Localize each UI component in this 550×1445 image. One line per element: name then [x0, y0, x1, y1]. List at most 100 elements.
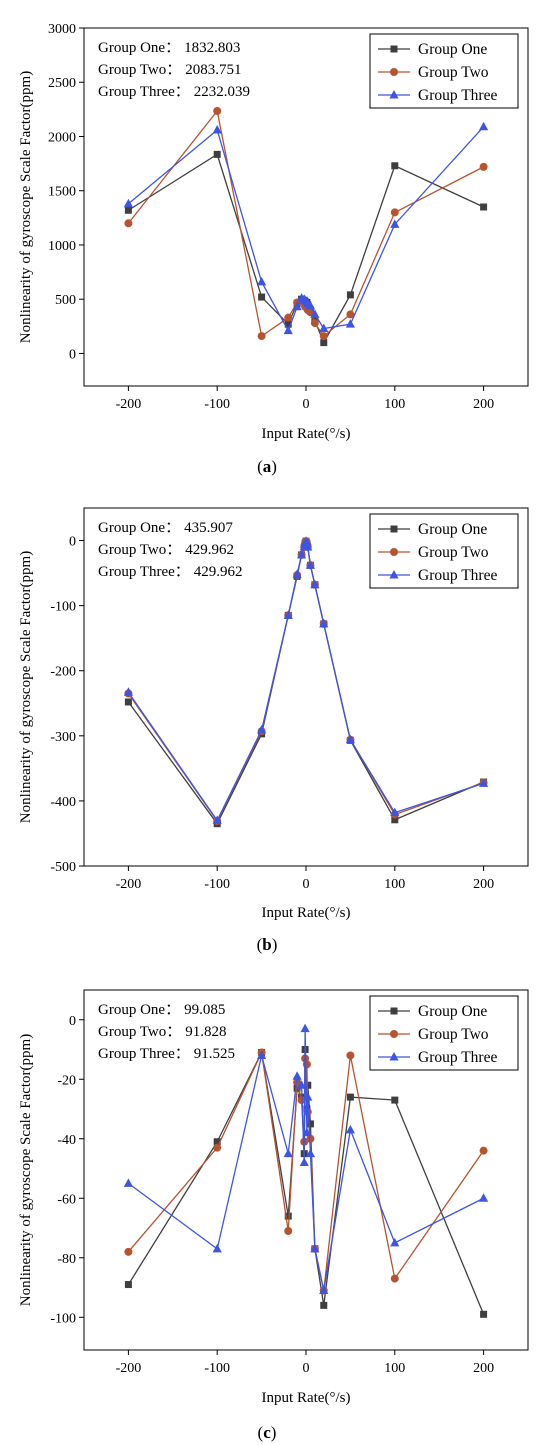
x-tick-label: 0 [303, 397, 310, 412]
data-point [479, 162, 488, 171]
data-point [480, 1310, 488, 1318]
data-point [213, 150, 221, 158]
data-point [306, 1120, 314, 1128]
series-group-three [123, 121, 489, 335]
data-point [310, 1243, 320, 1253]
stat-value: 91.828 [185, 1024, 226, 1040]
y-tick-label: -60 [57, 1192, 76, 1207]
y-tick-label: -300 [50, 730, 76, 745]
stat-annotation: Group Two： 2083.751 [98, 62, 242, 78]
data-point [213, 1143, 222, 1152]
caption-close: ) [271, 1423, 277, 1442]
y-tick-label: 0 [69, 1014, 76, 1029]
x-tick-label: 200 [473, 877, 494, 892]
x-tick-label: -100 [204, 877, 230, 892]
y-tick-label: 1500 [48, 185, 76, 200]
stat-annotation: Group One： 435.907 [98, 520, 233, 536]
y-axis-title: Nonlinearity of gyroscope Scale Factor(p… [18, 551, 34, 823]
data-point [257, 1050, 267, 1059]
data-point [213, 1138, 221, 1146]
legend-item: Group Two [378, 64, 489, 81]
legend-label: Group One [418, 1003, 487, 1020]
panel-caption: (a) [257, 457, 277, 476]
stat-label: Group One： [98, 1002, 180, 1018]
data-point [124, 698, 132, 706]
y-tick-label: 1000 [48, 239, 76, 254]
legend-item: Group One [378, 1003, 487, 1020]
stat-annotation: Group Three： 429.962 [98, 564, 243, 580]
stat-annotation: Group One： 1832.803 [98, 40, 240, 56]
legend-label: Group Three [418, 1049, 497, 1066]
caption-open: ( [257, 935, 263, 954]
data-point [258, 293, 266, 301]
data-point [292, 569, 302, 578]
data-point [310, 319, 319, 328]
y-tick-label: 2500 [48, 76, 76, 91]
data-point [390, 219, 400, 228]
data-point [319, 332, 328, 341]
stat-label: Group One： [98, 40, 180, 56]
y-tick-label: -20 [57, 1073, 76, 1088]
legend-item: Group Two [378, 1026, 489, 1043]
data-point [479, 1146, 488, 1155]
stat-value: 435.907 [184, 520, 233, 536]
legend-item: Group One [378, 521, 487, 538]
stat-label: Group Three： [98, 1046, 190, 1062]
stat-annotation: Group Two： 91.828 [98, 1024, 227, 1040]
data-point [479, 1193, 489, 1202]
data-point [292, 301, 302, 311]
legend-label: Group Three [418, 87, 497, 104]
data-point [319, 1285, 329, 1294]
data-point [480, 203, 488, 211]
data-point [305, 300, 316, 310]
stat-annotation: Group Two： 429.962 [98, 542, 234, 558]
data-point [299, 1157, 309, 1167]
x-axis-title: Input Rate(°/s) [262, 1390, 351, 1406]
data-point [390, 1274, 399, 1283]
y-tick-label: 500 [55, 293, 76, 308]
data-point [284, 1212, 292, 1220]
y-tick-label: 3000 [48, 22, 76, 37]
x-tick-label: 0 [303, 1361, 310, 1376]
data-point [302, 538, 312, 547]
x-axis-title: Input Rate(°/s) [262, 905, 351, 921]
x-tick-label: -200 [116, 1361, 142, 1376]
legend-marker [389, 1052, 399, 1061]
data-point [319, 618, 329, 628]
x-tick-label: 100 [384, 397, 405, 412]
data-point [300, 1023, 310, 1033]
data-point [292, 1071, 302, 1080]
stat-value: 99.085 [184, 1002, 225, 1018]
legend-marker [389, 570, 399, 579]
data-point [391, 162, 399, 170]
x-tick-label: 200 [473, 397, 494, 412]
series-line [128, 153, 484, 345]
data-point [391, 816, 399, 824]
x-axis-title: Input Rate(°/s) [262, 426, 351, 442]
series-line [128, 1028, 484, 1291]
y-tick-label: 0 [69, 347, 76, 362]
data-point [319, 323, 329, 333]
y-axis-title: Nonlinearity of gyroscope Scale Factor(p… [18, 1034, 34, 1306]
data-point [346, 310, 355, 319]
stat-label: Group Three： [98, 564, 190, 580]
data-point [123, 198, 133, 208]
data-point [296, 1080, 307, 1089]
legend-item: Group Two [378, 544, 489, 561]
legend-label: Group Two [418, 1026, 489, 1043]
data-point [305, 1148, 316, 1158]
series-group-three [123, 1023, 489, 1294]
stat-value: 429.962 [185, 542, 234, 558]
data-point [283, 325, 293, 335]
data-point [212, 815, 222, 824]
data-point [284, 313, 293, 322]
data-point [346, 1051, 355, 1060]
caption-close: ) [271, 457, 277, 476]
data-point [257, 332, 266, 341]
x-tick-label: -200 [116, 397, 142, 412]
legend-item: Group One [378, 41, 487, 58]
caption-letter: b [262, 935, 271, 954]
caption-close: ) [272, 935, 278, 954]
stat-annotation: Group Three： 91.525 [98, 1046, 235, 1062]
series-group-three [123, 536, 489, 824]
